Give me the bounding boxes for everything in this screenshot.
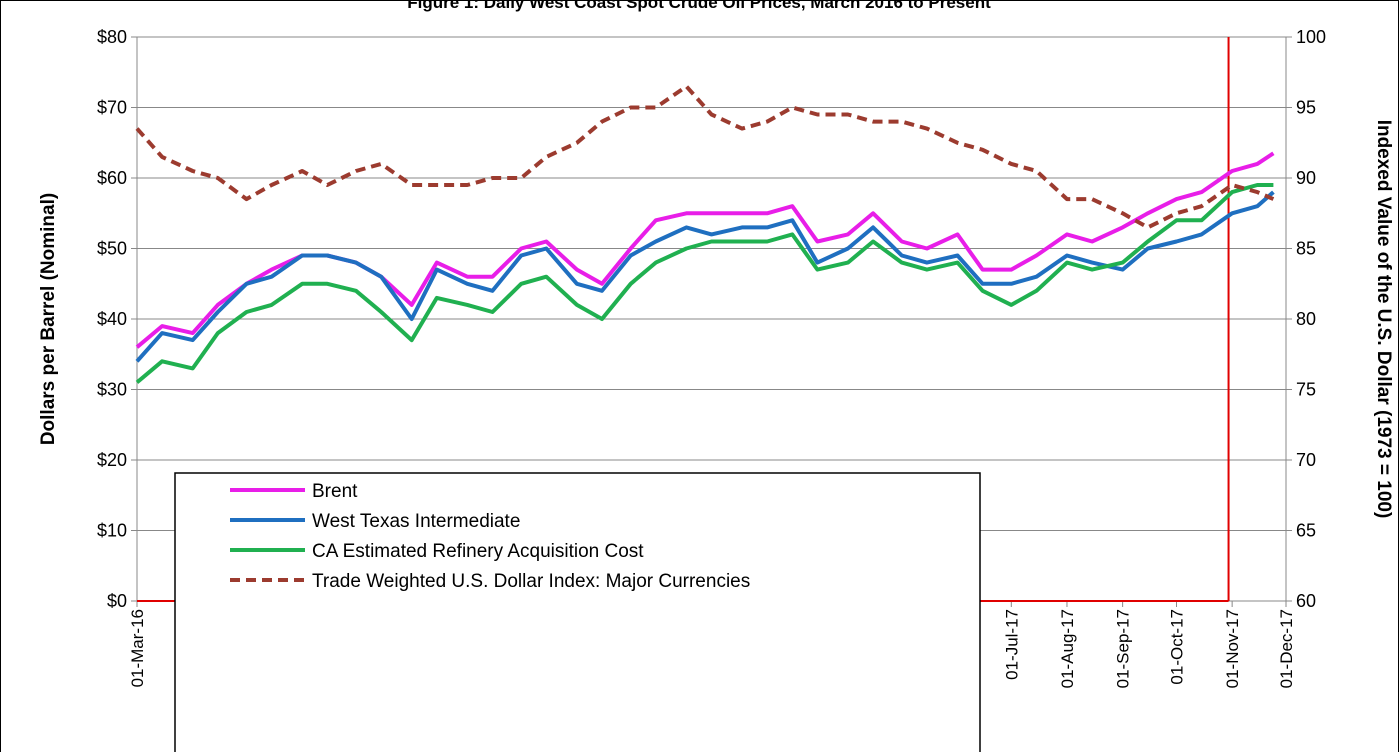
legend-box bbox=[174, 472, 981, 752]
x-tick-label: 01-Oct-17 bbox=[1167, 609, 1186, 685]
legend-label: CA Estimated Refinery Acquisition Cost bbox=[312, 541, 644, 562]
y2-tick-label: 65 bbox=[1296, 521, 1316, 541]
x-tick-label: 01-Nov-17 bbox=[1223, 609, 1242, 688]
x-tick-label: 01-Aug-17 bbox=[1058, 609, 1077, 688]
y-axis-label: Dollars per Barrel (Nominal) bbox=[38, 193, 59, 445]
legend-label: West Texas Intermediate bbox=[312, 511, 520, 532]
y2-tick-label: 85 bbox=[1296, 239, 1316, 259]
series-line bbox=[135, 190, 1275, 363]
y-tick-label: $50 bbox=[97, 239, 127, 259]
y2-tick-label: 80 bbox=[1296, 309, 1316, 329]
series-line bbox=[135, 183, 1274, 384]
y2-axis-label: Indexed Value of the U.S. Dollar (1973 =… bbox=[1373, 120, 1394, 519]
series-line bbox=[135, 151, 1275, 349]
y-tick-label: $20 bbox=[97, 450, 127, 470]
y-tick-label: $60 bbox=[97, 168, 127, 188]
y-tick-label: $30 bbox=[97, 380, 127, 400]
y2-tick-label: 75 bbox=[1296, 380, 1316, 400]
series-line bbox=[135, 84, 1275, 230]
y-tick-label: $70 bbox=[97, 98, 127, 118]
legend-label: Trade Weighted U.S. Dollar Index: Major … bbox=[312, 571, 750, 592]
x-tick-label: 01-Jul-17 bbox=[1002, 609, 1021, 680]
y2-tick-label: 95 bbox=[1296, 98, 1316, 118]
chart-title: Figure 1: Daily West Coast Spot Crude Oi… bbox=[407, 0, 991, 12]
y2-tick-label: 90 bbox=[1296, 168, 1316, 188]
x-tick-label: 01-Sep-17 bbox=[1114, 609, 1133, 688]
y2-tick-label: 100 bbox=[1296, 27, 1326, 47]
y2-tick-label: 70 bbox=[1296, 450, 1316, 470]
legend-label: Brent bbox=[312, 481, 358, 502]
y-tick-label: $0 bbox=[107, 591, 127, 611]
x-tick-label: 01-Mar-16 bbox=[128, 609, 147, 687]
y-tick-label: $40 bbox=[97, 309, 127, 329]
x-tick-label: 01-Dec-17 bbox=[1277, 609, 1296, 688]
y-tick-label: $10 bbox=[97, 521, 127, 541]
y2-tick-label: 60 bbox=[1296, 591, 1316, 611]
y-tick-label: $80 bbox=[97, 27, 127, 47]
